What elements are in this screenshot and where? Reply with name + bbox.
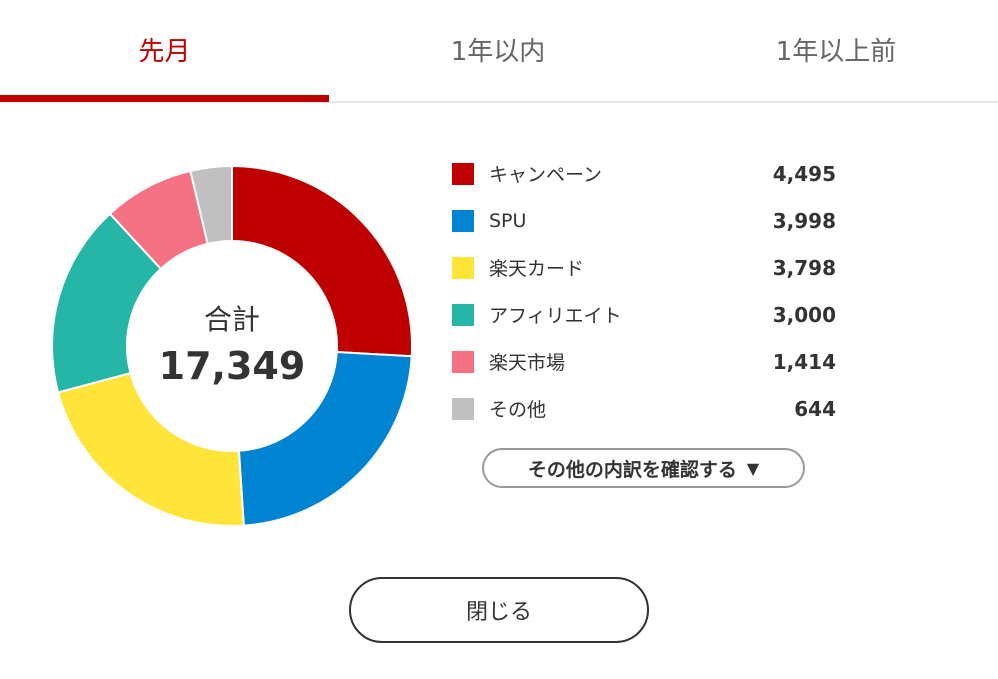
legend-value: 1,414	[772, 349, 836, 374]
legend-label: キャンペーン	[489, 164, 603, 186]
legend-value: 4,495	[772, 161, 836, 186]
legend-swatch	[452, 350, 474, 373]
close-button[interactable]: 閉じる	[349, 577, 649, 643]
total-value: 17,349	[158, 344, 306, 388]
chart-legend: キャンペーン 4,495 SPU 3,998 楽天カード 3,798 アフィリエ…	[452, 150, 842, 432]
legend-item-affiliate: アフィリエイト 3,000	[452, 291, 842, 338]
show-other-breakdown-button[interactable]: その他の内訳を確認する ▼	[482, 448, 805, 488]
points-donut-chart	[51, 165, 413, 527]
legend-swatch	[452, 303, 474, 326]
legend-item-rakuten-card: 楽天カード 3,798	[452, 244, 842, 291]
triangle-down-icon: ▼	[746, 458, 760, 478]
active-tab-indicator	[0, 95, 329, 102]
legend-item-other: その他 644	[452, 385, 842, 432]
legend-value: 644	[794, 396, 836, 421]
donut-slice-3	[56, 371, 245, 527]
legend-label: その他	[489, 399, 547, 421]
tab-over-one-year-ago[interactable]: 1年以上前	[775, 37, 897, 67]
legend-value: 3,000	[772, 302, 836, 327]
legend-item-campaign: キャンペーン 4,495	[452, 150, 842, 197]
show-other-breakdown-label: その他の内訳を確認する	[527, 458, 737, 481]
legend-swatch	[452, 256, 474, 279]
legend-label: 楽天市場	[489, 352, 566, 374]
legend-item-rakuten-ichiba: 楽天市場 1,414	[452, 338, 842, 385]
legend-label: 楽天カード	[489, 258, 585, 280]
legend-swatch	[452, 397, 474, 420]
donut-slice-2	[237, 350, 413, 527]
total-label: 合計	[203, 303, 260, 336]
close-button-label: 閉じる	[465, 600, 532, 625]
legend-swatch	[452, 209, 474, 232]
legend-value: 3,798	[772, 255, 836, 280]
donut-slice-1	[231, 165, 413, 358]
donut-slice-6	[189, 165, 233, 246]
legend-item-spu: SPU 3,998	[452, 197, 842, 244]
tab-within-one-year[interactable]: 1年以内	[450, 37, 546, 67]
legend-swatch	[452, 162, 474, 185]
legend-label: アフィリエイト	[489, 305, 622, 327]
legend-label: SPU	[489, 209, 527, 232]
period-tabs: 先月 1年以内 1年以上前	[0, 0, 998, 103]
tab-last-month[interactable]: 先月	[138, 37, 191, 67]
legend-value: 3,998	[772, 208, 836, 233]
